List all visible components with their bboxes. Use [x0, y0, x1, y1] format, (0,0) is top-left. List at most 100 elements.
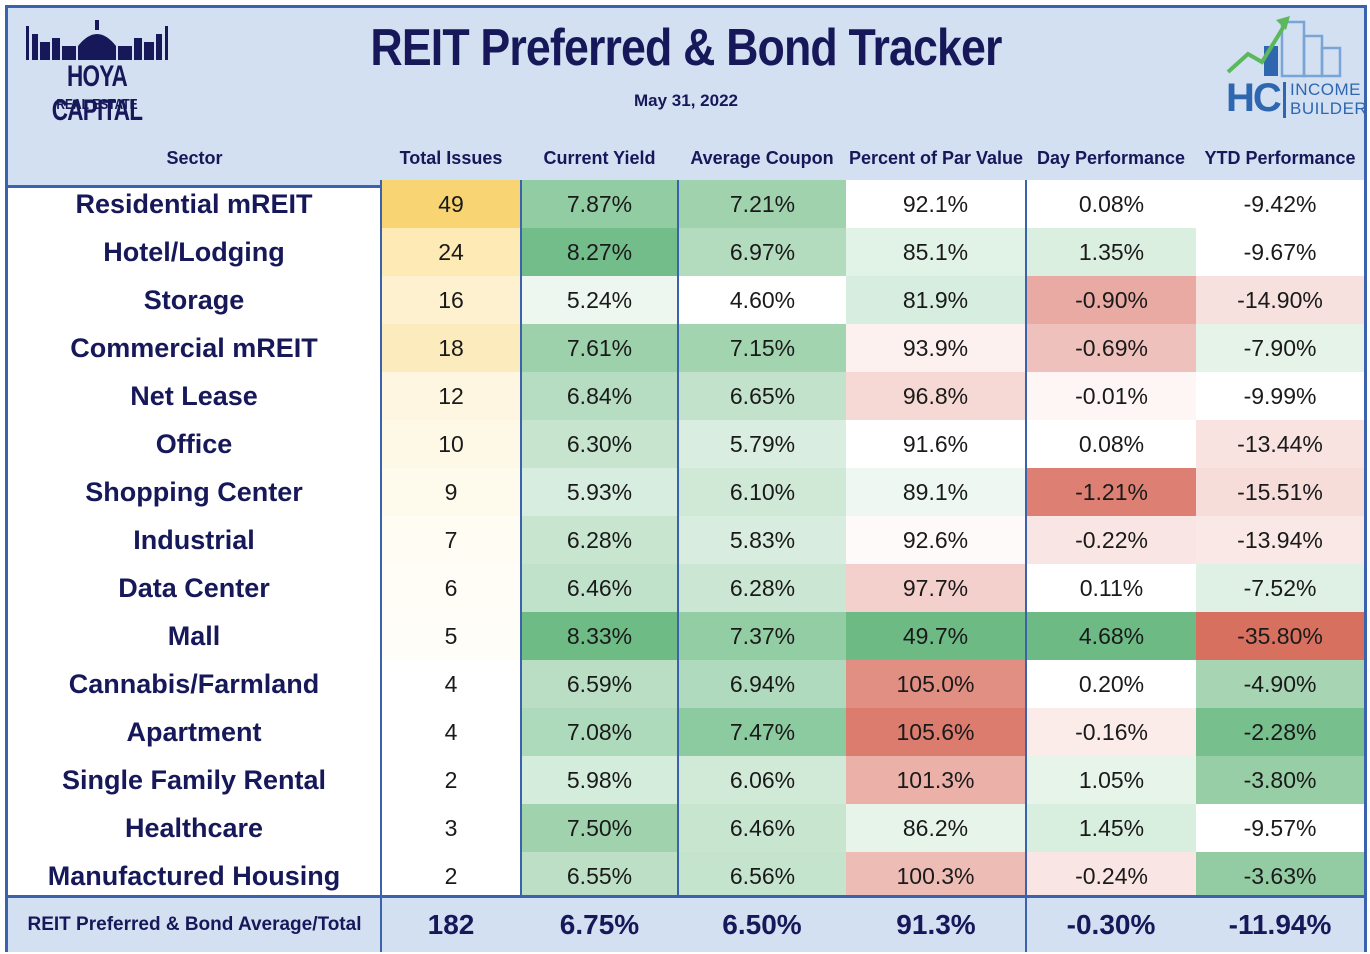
total-issues-cell: 18: [380, 324, 521, 372]
average-coupon-cell: 7.15%: [677, 324, 846, 372]
percent-of-par-cell: 105.0%: [846, 660, 1026, 708]
column-header-average-coupon: Average Coupon: [690, 148, 834, 168]
day-performance-cell: 1.45%: [1025, 804, 1196, 852]
sector-name: Office: [155, 428, 233, 459]
day-performance-cell: -0.90%: [1025, 276, 1196, 324]
average-coupon-cell: 6.56%: [677, 852, 846, 900]
current-yield-cell: 6.30%: [520, 420, 678, 468]
ytd-performance-cell: -9.67%: [1196, 228, 1364, 276]
logo-income-builder-text: INCOME BUILDER: [1290, 80, 1367, 118]
table-row: Office 10 6.30% 5.79% 91.6% 0.08% -13.44%: [8, 420, 1364, 468]
sector-name: Net Lease: [130, 380, 258, 411]
hc-income-builder-logo: HC INCOME BUILDER: [1220, 12, 1367, 124]
ytd-performance-cell: -3.80%: [1196, 756, 1364, 804]
average-coupon-cell: 7.47%: [677, 708, 846, 756]
sector-table-body: Residential mREIT 49 7.87% 7.21% 92.1% 0.08% -…: [8, 180, 1364, 900]
percent-of-par-cell: 100.3%: [846, 852, 1026, 900]
day-performance-cell: 4.68%: [1025, 612, 1196, 660]
ytd-performance-cell: -14.90%: [1196, 276, 1364, 324]
sector-name: Manufactured Housing: [47, 860, 341, 891]
average-coupon-cell: 6.94%: [677, 660, 846, 708]
day-performance-cell: -0.22%: [1025, 516, 1196, 564]
average-coupon-cell: 6.46%: [677, 804, 846, 852]
percent-of-par-cell: 105.6%: [846, 708, 1026, 756]
sector-name: Cannabis/Farmland: [68, 668, 320, 699]
percent-of-par-cell: 101.3%: [846, 756, 1026, 804]
percent-of-par-cell: 89.1%: [846, 468, 1026, 516]
rising-chart-buildings-icon: [1226, 16, 1342, 78]
ytd-performance-cell: -7.52%: [1196, 564, 1364, 612]
ytd-performance-cell: -35.80%: [1196, 612, 1364, 660]
total-issues-cell: 16: [380, 276, 521, 324]
ytd-performance-cell: -3.63%: [1196, 852, 1364, 900]
current-yield-cell: 7.08%: [520, 708, 678, 756]
table-row: Residential mREIT 49 7.87% 7.21% 92.1% 0.08% -…: [8, 180, 1364, 228]
table-row: Single Family Rental 2 5.98% 6.06% 101.3% 1.0…: [8, 756, 1364, 804]
percent-of-par-cell: 49.7%: [846, 612, 1026, 660]
logo-hc-text: HC: [1226, 76, 1282, 120]
table-row: Healthcare 3 7.50% 6.46% 86.2% 1.45% -9.57%: [8, 804, 1364, 852]
ytd-performance-cell: -2.28%: [1196, 708, 1364, 756]
average-coupon-cell: 6.65%: [677, 372, 846, 420]
current-yield-cell: 6.46%: [520, 564, 678, 612]
current-yield-cell: 5.24%: [520, 276, 678, 324]
total-issues-cell: 7: [380, 516, 521, 564]
sector-name: Industrial: [133, 524, 255, 555]
column-header-day-performance: Day Performance: [1036, 148, 1186, 168]
sector-name: Residential mREIT: [75, 188, 313, 219]
ytd-performance-cell: -15.51%: [1196, 468, 1364, 516]
column-header-percent-of-par: Percent of Par Value: [848, 148, 1024, 168]
current-yield-cell: 7.61%: [520, 324, 678, 372]
day-performance-cell: -0.01%: [1025, 372, 1196, 420]
sector-name: Shopping Center: [85, 476, 303, 507]
average-coupon-cell: 5.83%: [677, 516, 846, 564]
percent-of-par-cell: 92.6%: [846, 516, 1026, 564]
sector-name: Apartment: [126, 716, 262, 747]
percent-of-par-cell: 96.8%: [846, 372, 1026, 420]
current-yield-cell: 6.59%: [520, 660, 678, 708]
table-row: Shopping Center 9 5.93% 6.10% 89.1% -1.21% -15…: [8, 468, 1364, 516]
day-performance-cell: -0.69%: [1025, 324, 1196, 372]
total-issues-cell: 9: [380, 468, 521, 516]
table-row: Storage 16 5.24% 4.60% 81.9% -0.90% -14.90%: [8, 276, 1364, 324]
percent-of-par-cell: 81.9%: [846, 276, 1026, 324]
summary-label: REIT Preferred & Bond Average/Total: [27, 914, 362, 935]
current-yield-cell: 6.55%: [520, 852, 678, 900]
ytd-performance-cell: -9.42%: [1196, 180, 1364, 228]
percent-of-par-cell: 92.1%: [846, 180, 1026, 228]
current-yield-cell: 7.50%: [520, 804, 678, 852]
average-coupon-cell: 7.21%: [677, 180, 846, 228]
capitol-skyline-icon: [26, 20, 168, 60]
summary-average-coupon: 6.50%: [722, 909, 802, 940]
hoya-capital-logo: HOYA CAPITAL REAL ESTATE: [22, 16, 172, 127]
current-yield-cell: 5.93%: [520, 468, 678, 516]
table-row: Cannabis/Farmland 4 6.59% 6.94% 105.0% 0.20% -…: [8, 660, 1364, 708]
summary-divider: [380, 898, 382, 952]
total-issues-cell: 24: [380, 228, 521, 276]
total-issues-cell: 49: [380, 180, 521, 228]
average-coupon-cell: 6.06%: [677, 756, 846, 804]
average-coupon-cell: 7.37%: [677, 612, 846, 660]
ytd-performance-cell: -13.94%: [1196, 516, 1364, 564]
current-yield-cell: 8.33%: [520, 612, 678, 660]
total-issues-cell: 4: [380, 708, 521, 756]
summary-current-yield: 6.75%: [559, 909, 640, 940]
tracker-table-frame: HOYA CAPITAL REAL ESTATE REIT Preferred …: [5, 5, 1367, 952]
total-issues-cell: 2: [380, 756, 521, 804]
sector-name: Mall: [167, 620, 221, 651]
ytd-performance-cell: -9.57%: [1196, 804, 1364, 852]
table-row: Commercial mREIT 18 7.61% 7.15% 93.9% -0.69% -…: [8, 324, 1364, 372]
total-issues-cell: 4: [380, 660, 521, 708]
total-issues-cell: 5: [380, 612, 521, 660]
column-header-sector: Sector: [166, 148, 223, 168]
total-issues-cell: 10: [380, 420, 521, 468]
ytd-performance-cell: -9.99%: [1196, 372, 1364, 420]
percent-of-par-cell: 85.1%: [846, 228, 1026, 276]
total-issues-cell: 6: [380, 564, 521, 612]
table-row: Mall 5 8.33% 7.37% 49.7% 4.68% -35.80%: [8, 612, 1364, 660]
table-row: Net Lease 12 6.84% 6.65% 96.8% -0.01% -9.99%: [8, 372, 1364, 420]
logo-income-text: INCOME: [1290, 80, 1361, 99]
page-title: REIT Preferred & Bond Tracker: [370, 19, 1002, 77]
summary-percent-of-par: 91.3%: [896, 909, 976, 940]
sector-table: Residential mREIT 49 7.87% 7.21% 92.1% 0.08% -…: [8, 180, 1364, 900]
